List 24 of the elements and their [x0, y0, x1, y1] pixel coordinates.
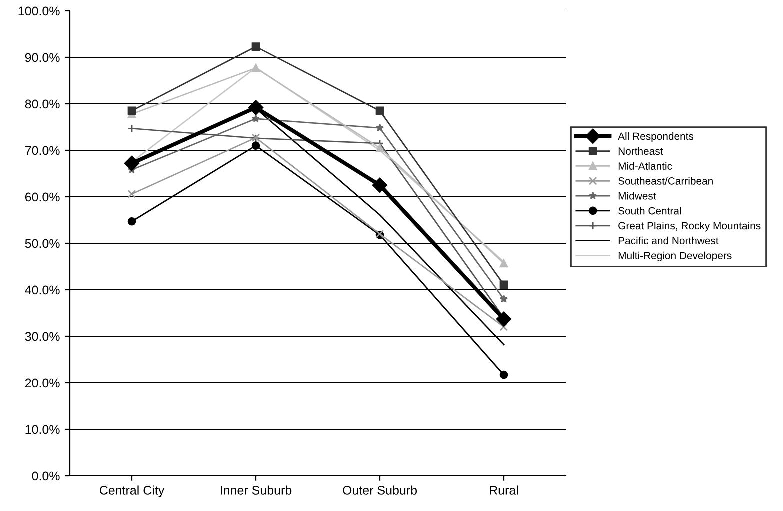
legend-label: Mid-Atlantic: [618, 162, 672, 170]
legend-label: Southeast/Carribean: [618, 177, 713, 185]
x-tick-label: Central City: [100, 486, 165, 498]
legend-label: All Respondents: [618, 132, 694, 142]
x-tick-label: Outer Suburb: [343, 486, 417, 495]
y-tick-label: 60.0%: [25, 192, 60, 202]
legend-label: Northeast: [618, 147, 664, 156]
y-tick-label: 90.0%: [25, 53, 60, 62]
y-tick-label: 70.0%: [25, 146, 60, 156]
y-tick-label: 0.0%: [32, 472, 60, 481]
y-tick-label: 10.0%: [26, 425, 60, 434]
legend-label: South Central: [618, 207, 682, 215]
y-tick-label: 100.0%: [18, 6, 60, 16]
legend-label: Pacific and Northwest: [618, 236, 719, 245]
y-tick-label: 30.0%: [25, 332, 60, 342]
y-tick-label: 20.0%: [25, 378, 60, 388]
y-tick-label: 50.0%: [25, 239, 60, 248]
legend-label: Midwest: [618, 192, 656, 200]
x-tick-label: Rural: [490, 486, 518, 495]
legend-label: Multi-Region Developers: [618, 252, 732, 262]
x-tick-label: Inner Suburb: [221, 486, 292, 495]
y-tick-label: 80.0%: [25, 100, 60, 109]
legend-label: Great Plains, Rocky Mountains: [618, 222, 761, 232]
y-tick-label: 40.0%: [25, 286, 60, 295]
